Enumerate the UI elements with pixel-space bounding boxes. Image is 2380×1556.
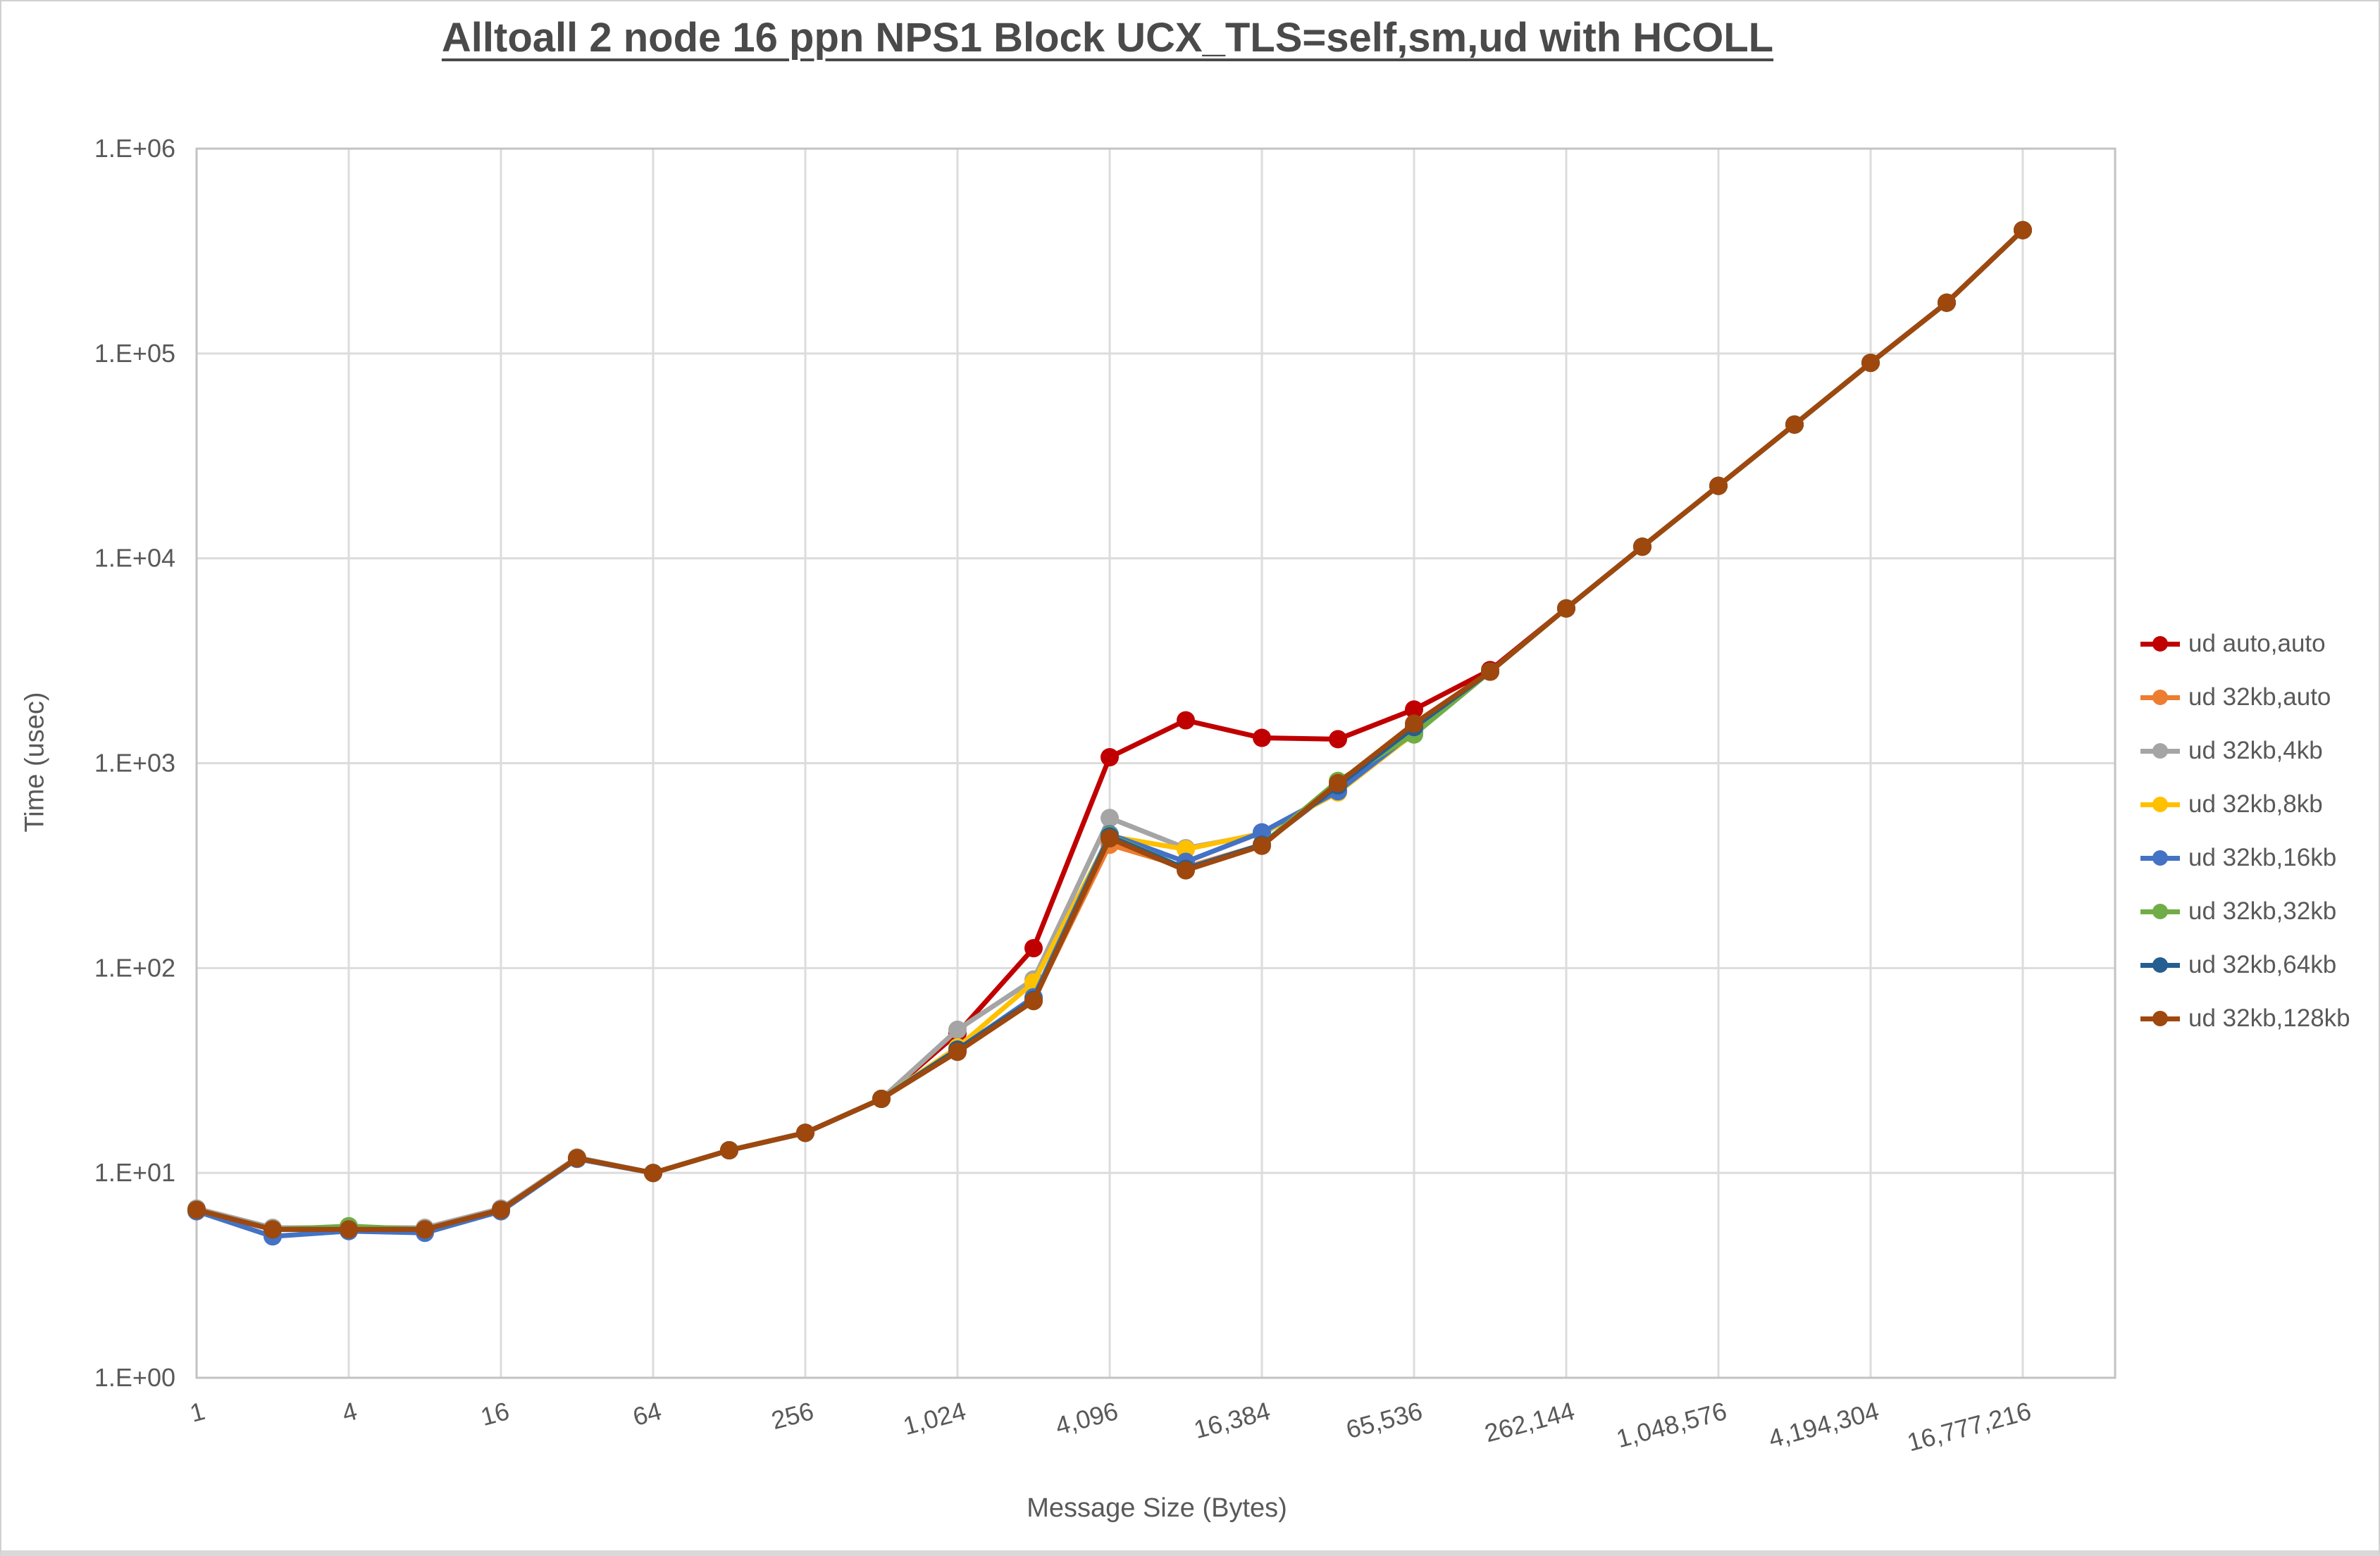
- plot-frame: [195, 147, 2116, 1379]
- series-point: [1024, 939, 1043, 958]
- y-tick-label: 1.E+06: [94, 134, 175, 163]
- legend-marker-dot: [2152, 850, 2168, 866]
- legend: ud auto,auto ud 32kb,auto ud 32kb,4kb ud 32…: [2140, 617, 2350, 1045]
- y-tick-label: 1.E+03: [94, 749, 175, 778]
- series-point: [416, 1220, 434, 1239]
- legend-label: ud 32kb,8kb: [2188, 790, 2323, 818]
- legend-label: ud 32kb,4kb: [2188, 737, 2323, 764]
- legend-marker-dot: [2152, 904, 2168, 919]
- series-point: [1557, 599, 1575, 618]
- series-point: [872, 1090, 891, 1108]
- series-point: [1709, 476, 1728, 495]
- legend-marker-icon: [2140, 957, 2180, 973]
- series-point: [340, 1220, 358, 1239]
- legend-marker-dot: [2152, 957, 2168, 973]
- series-point: [1177, 840, 1195, 859]
- legend-item-1: ud auto,auto: [2140, 617, 2350, 671]
- series-point: [644, 1164, 662, 1183]
- x-tick-label: 1,024: [900, 1396, 969, 1440]
- legend-marker-dot: [2152, 797, 2168, 812]
- legend-label: ud 32kb,32kb: [2188, 897, 2337, 925]
- series-point: [1481, 662, 1499, 681]
- x-tick-label: 4: [339, 1396, 360, 1428]
- y-tick-label: 1.E+04: [94, 544, 175, 573]
- legend-marker-icon: [2140, 689, 2180, 706]
- series-point: [948, 1020, 967, 1039]
- series-point: [2014, 220, 2032, 239]
- x-tick-label: 262,144: [1482, 1396, 1578, 1448]
- series-point: [1329, 730, 1347, 749]
- legend-item-4: ud 32kb,8kb: [2140, 778, 2350, 831]
- series-point: [720, 1141, 738, 1159]
- x-tick-label: 16,777,216: [1904, 1396, 2034, 1457]
- x-tick-label: 16,384: [1191, 1396, 1273, 1444]
- series-point: [1938, 293, 1956, 312]
- x-tick-label: 4,194,304: [1766, 1396, 1882, 1453]
- x-tick-label: 256: [768, 1396, 817, 1435]
- series-point: [1785, 415, 1804, 434]
- legend-marker-dot: [2152, 690, 2168, 705]
- legend-marker-icon: [2140, 849, 2180, 866]
- legend-marker-icon: [2140, 635, 2180, 652]
- legend-item-8: ud 32kb,128kb: [2140, 992, 2350, 1045]
- series-point: [948, 1042, 967, 1062]
- x-tick-label: 1,048,576: [1613, 1396, 1730, 1453]
- legend-label: ud 32kb,16kb: [2188, 844, 2337, 871]
- y-axis-title: Time (usec): [20, 692, 50, 833]
- chart-title: Alltoall 2 node 16 ppn NPS1 Block UCX_TL…: [441, 15, 1774, 61]
- x-tick-label: 16: [478, 1396, 512, 1431]
- series-point: [796, 1124, 814, 1143]
- legend-label: ud 32kb,64kb: [2188, 951, 2337, 978]
- series-point: [264, 1220, 282, 1239]
- legend-item-2: ud 32kb,auto: [2140, 671, 2350, 724]
- y-tick-label: 1.E+00: [94, 1363, 175, 1392]
- legend-marker-dot: [2152, 743, 2168, 759]
- legend-marker-icon: [2140, 796, 2180, 813]
- series-point: [1329, 773, 1347, 792]
- series-point: [1633, 537, 1651, 556]
- x-tick-label: 1: [187, 1396, 208, 1428]
- series-point: [1861, 354, 1880, 373]
- legend-item-3: ud 32kb,4kb: [2140, 724, 2350, 778]
- series-point: [1101, 809, 1119, 828]
- y-tick-label: 1.E+01: [94, 1158, 175, 1187]
- legend-item-7: ud 32kb,64kb: [2140, 938, 2350, 992]
- legend-marker-dot: [2152, 636, 2168, 652]
- series-point: [1101, 829, 1119, 848]
- series-point: [1405, 700, 1423, 719]
- series-point: [492, 1200, 510, 1219]
- series-point: [1253, 728, 1271, 747]
- y-tick-label: 1.E+02: [94, 953, 175, 982]
- series-point: [1405, 714, 1423, 733]
- x-axis-title: Message Size (Bytes): [1027, 1493, 1287, 1523]
- series-point: [1177, 711, 1195, 730]
- series-point: [1101, 748, 1119, 766]
- legend-marker-icon: [2140, 742, 2180, 759]
- legend-label: ud 32kb,auto: [2188, 683, 2331, 711]
- x-tick-label: 64: [630, 1396, 664, 1431]
- x-tick-label: 65,536: [1343, 1396, 1425, 1444]
- series-point: [568, 1149, 586, 1168]
- legend-marker-dot: [2152, 1011, 2168, 1026]
- legend-label: ud 32kb,128kb: [2188, 1004, 2350, 1032]
- legend-item-5: ud 32kb,16kb: [2140, 831, 2350, 885]
- series-point: [1177, 861, 1195, 880]
- legend-label: ud auto,auto: [2188, 630, 2326, 657]
- y-tick-label: 1.E+05: [94, 339, 175, 368]
- series-point: [187, 1200, 206, 1219]
- series-point: [1024, 992, 1043, 1011]
- legend-marker-icon: [2140, 903, 2180, 920]
- legend-marker-icon: [2140, 1010, 2180, 1027]
- series-point: [1253, 836, 1271, 855]
- x-tick-label: 4,096: [1052, 1396, 1121, 1440]
- legend-item-6: ud 32kb,32kb: [2140, 885, 2350, 938]
